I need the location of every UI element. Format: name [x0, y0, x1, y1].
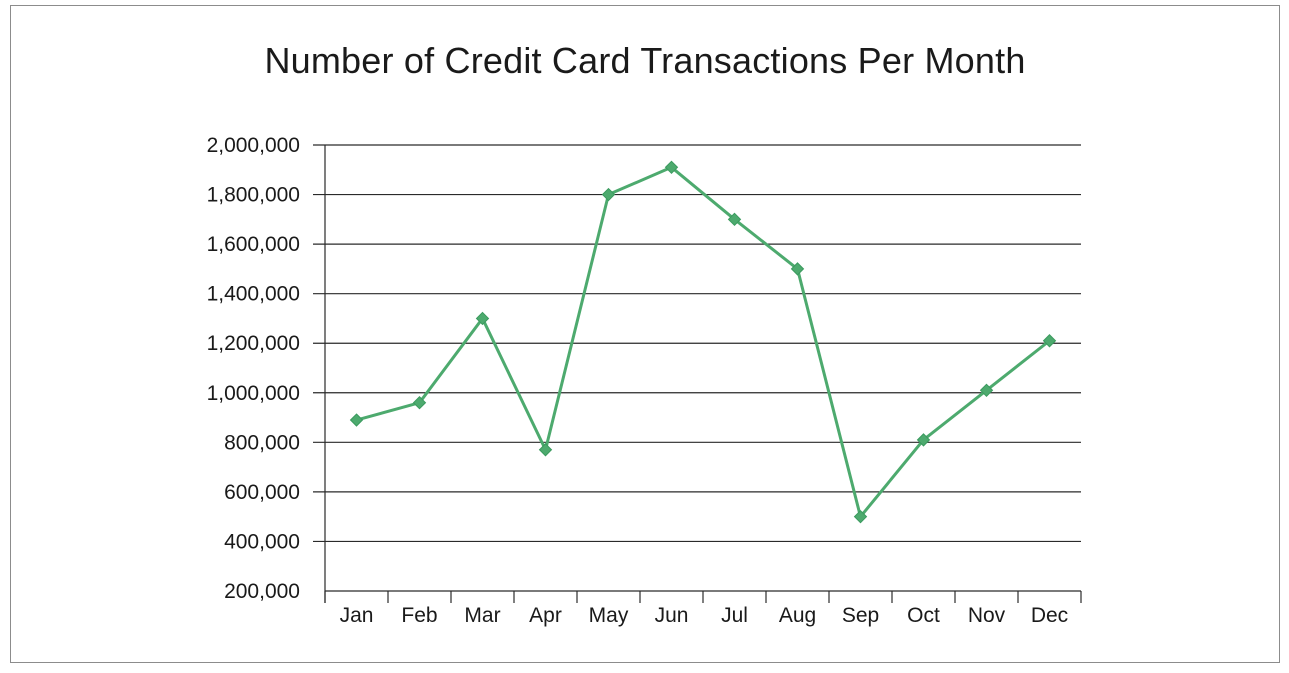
data-point-marker: [979, 383, 994, 398]
y-tick-label: 200,000: [224, 580, 300, 603]
x-tick-labels: Jan Feb Mar Apr May Jun Jul Aug Sep Oct Nov Dec: [340, 604, 1069, 627]
axes: [324, 145, 1082, 603]
y-tick-label: 1,400,000: [207, 283, 300, 306]
data-point-marker: [475, 311, 490, 326]
y-tick-label: 400,000: [224, 530, 300, 553]
y-tick-label: 1,600,000: [207, 233, 300, 256]
y-tick-label: 600,000: [224, 481, 300, 504]
x-tick-label: May: [589, 604, 629, 627]
x-tick-label: Dec: [1031, 604, 1068, 627]
data-point-marker: [538, 443, 553, 457]
y-tick-label: 1,200,000: [207, 332, 300, 355]
series-line: [356, 165, 1051, 519]
data-point-marker: [412, 395, 427, 410]
data-point-marker: [664, 160, 679, 175]
data-point-marker: [601, 187, 616, 202]
x-tick-label: Jun: [655, 604, 689, 627]
data-point-marker: [1042, 334, 1057, 348]
y-tick-label: 1,000,000: [207, 382, 300, 405]
x-tick-label: Jul: [721, 604, 748, 627]
data-point-marker: [790, 262, 805, 276]
x-tick-label: Nov: [968, 604, 1006, 627]
y-tick-label: 2,000,000: [207, 134, 300, 157]
x-tick-label: Sep: [842, 604, 879, 627]
series: [349, 160, 1057, 524]
data-point-marker: [853, 509, 868, 524]
y-tick-label: 800,000: [224, 431, 300, 454]
data-point-marker: [349, 413, 364, 427]
x-tick-label: Apr: [529, 604, 562, 627]
x-tick-label: Jan: [340, 604, 374, 627]
y-tick-label: 1,800,000: [207, 184, 300, 207]
x-tick-label: Mar: [464, 604, 500, 627]
x-tick-label: Feb: [401, 604, 437, 627]
x-tick-label: Oct: [907, 604, 940, 627]
chart-title: Number of Credit Card Transactions Per M…: [264, 40, 1026, 81]
data-point-marker: [916, 433, 931, 447]
chart-frame: [10, 5, 1280, 663]
data-point-marker: [727, 212, 742, 227]
y-tick-labels: 200,000 400,000 600,000 800,000 1,000,000 1,2…: [207, 134, 300, 603]
gridlines: [313, 144, 1081, 543]
x-tick-label: Aug: [779, 604, 816, 627]
